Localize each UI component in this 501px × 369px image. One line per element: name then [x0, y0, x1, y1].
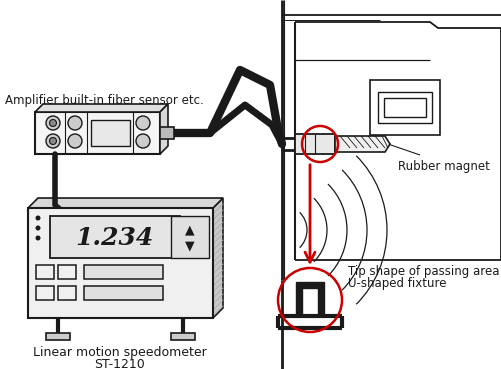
Polygon shape [296, 282, 324, 314]
Circle shape [50, 138, 57, 145]
Polygon shape [35, 104, 168, 112]
Circle shape [136, 134, 150, 148]
Polygon shape [171, 333, 195, 340]
Polygon shape [28, 208, 213, 318]
Polygon shape [35, 112, 160, 154]
Text: 1.234: 1.234 [76, 226, 154, 250]
Circle shape [68, 116, 82, 130]
Circle shape [50, 120, 57, 127]
Circle shape [46, 116, 60, 130]
Text: ▼: ▼ [185, 239, 195, 252]
Circle shape [136, 116, 150, 130]
Polygon shape [84, 286, 163, 300]
Text: Amplifier built-in fiber sensor etc.: Amplifier built-in fiber sensor etc. [5, 94, 204, 107]
Polygon shape [28, 198, 223, 208]
Text: Linear motion speedometer: Linear motion speedometer [33, 346, 207, 359]
Polygon shape [160, 127, 174, 139]
Circle shape [36, 215, 41, 221]
Text: ST-1210: ST-1210 [95, 358, 145, 369]
Polygon shape [213, 198, 223, 318]
Text: Rubber magnet: Rubber magnet [398, 160, 490, 173]
Polygon shape [46, 333, 70, 340]
Text: ▲: ▲ [185, 224, 195, 237]
Circle shape [36, 235, 41, 241]
Circle shape [68, 134, 82, 148]
Polygon shape [171, 216, 209, 258]
Circle shape [36, 225, 41, 231]
Polygon shape [84, 265, 163, 279]
Polygon shape [50, 216, 180, 258]
Text: U-shaped fixture: U-shaped fixture [348, 277, 446, 290]
Polygon shape [160, 104, 168, 154]
Circle shape [46, 134, 60, 148]
Polygon shape [91, 120, 130, 146]
Text: Tip shape of passing area: Tip shape of passing area [348, 265, 499, 278]
Polygon shape [295, 134, 335, 154]
Polygon shape [335, 136, 390, 152]
